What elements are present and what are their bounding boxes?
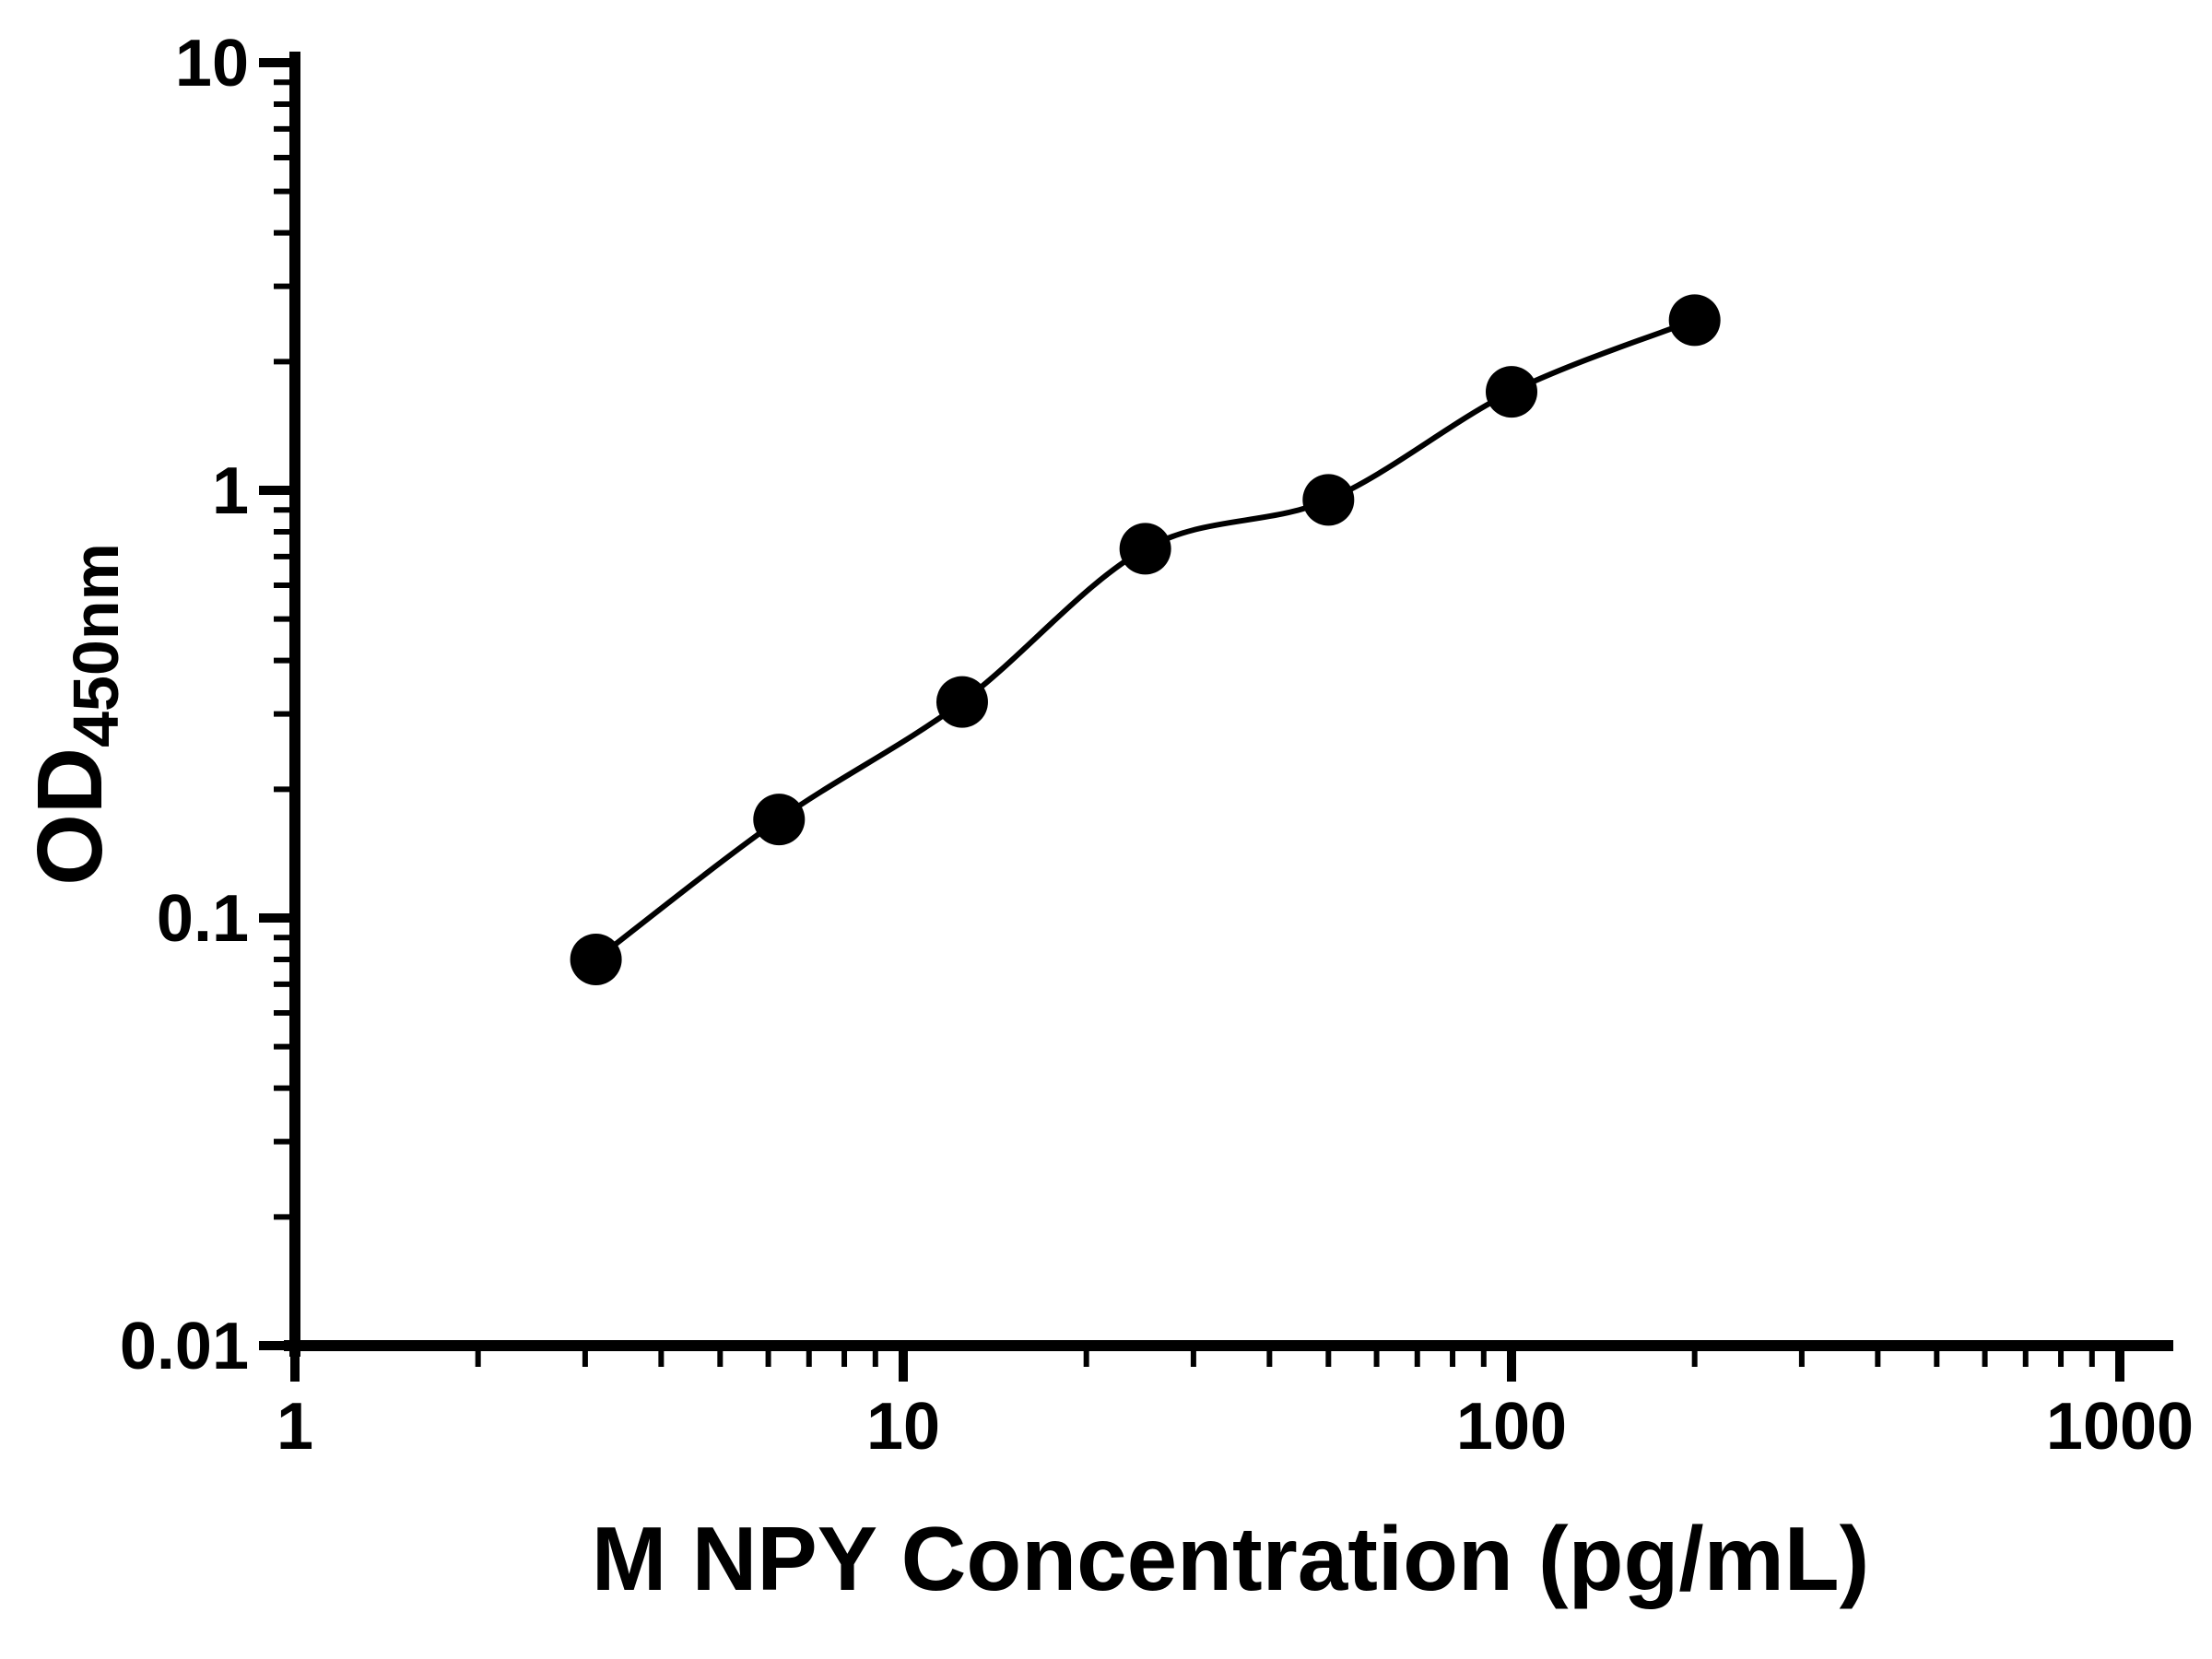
data-point [1486, 366, 1537, 418]
x-axis-title: M NPY Concentration (pg/mL) [592, 1508, 1870, 1609]
x-tick-label: 10 [866, 1390, 940, 1464]
fit-curve [594, 317, 1696, 962]
axis-ticks [259, 58, 2124, 1382]
y-tick-label: 1 [212, 454, 249, 528]
data-point [1668, 294, 1721, 347]
x-tick-label: 1000 [2046, 1390, 2194, 1464]
data-point [1302, 474, 1355, 526]
y-tick-label: 0.1 [157, 882, 249, 956]
y-axis-title: OD450nm [18, 543, 132, 886]
y-tick-label: 0.01 [120, 1310, 249, 1383]
standard-curve-line [594, 317, 1696, 962]
axis-tick-labels: 1 10 100 1000 0.01 0.1 1 10 [120, 27, 2194, 1464]
x-tick-label: 100 [1456, 1390, 1567, 1464]
data-point [753, 794, 806, 846]
data-point [1119, 523, 1171, 575]
data-point [570, 933, 622, 985]
data-points [570, 294, 1721, 985]
axes [284, 52, 2173, 1357]
y-tick-label: 10 [175, 27, 249, 100]
x-tick-label: 1 [276, 1390, 313, 1464]
data-point [935, 676, 988, 728]
y-axis-title-main: OD [18, 747, 122, 886]
y-axis-title-sub: 450nm [60, 543, 132, 747]
